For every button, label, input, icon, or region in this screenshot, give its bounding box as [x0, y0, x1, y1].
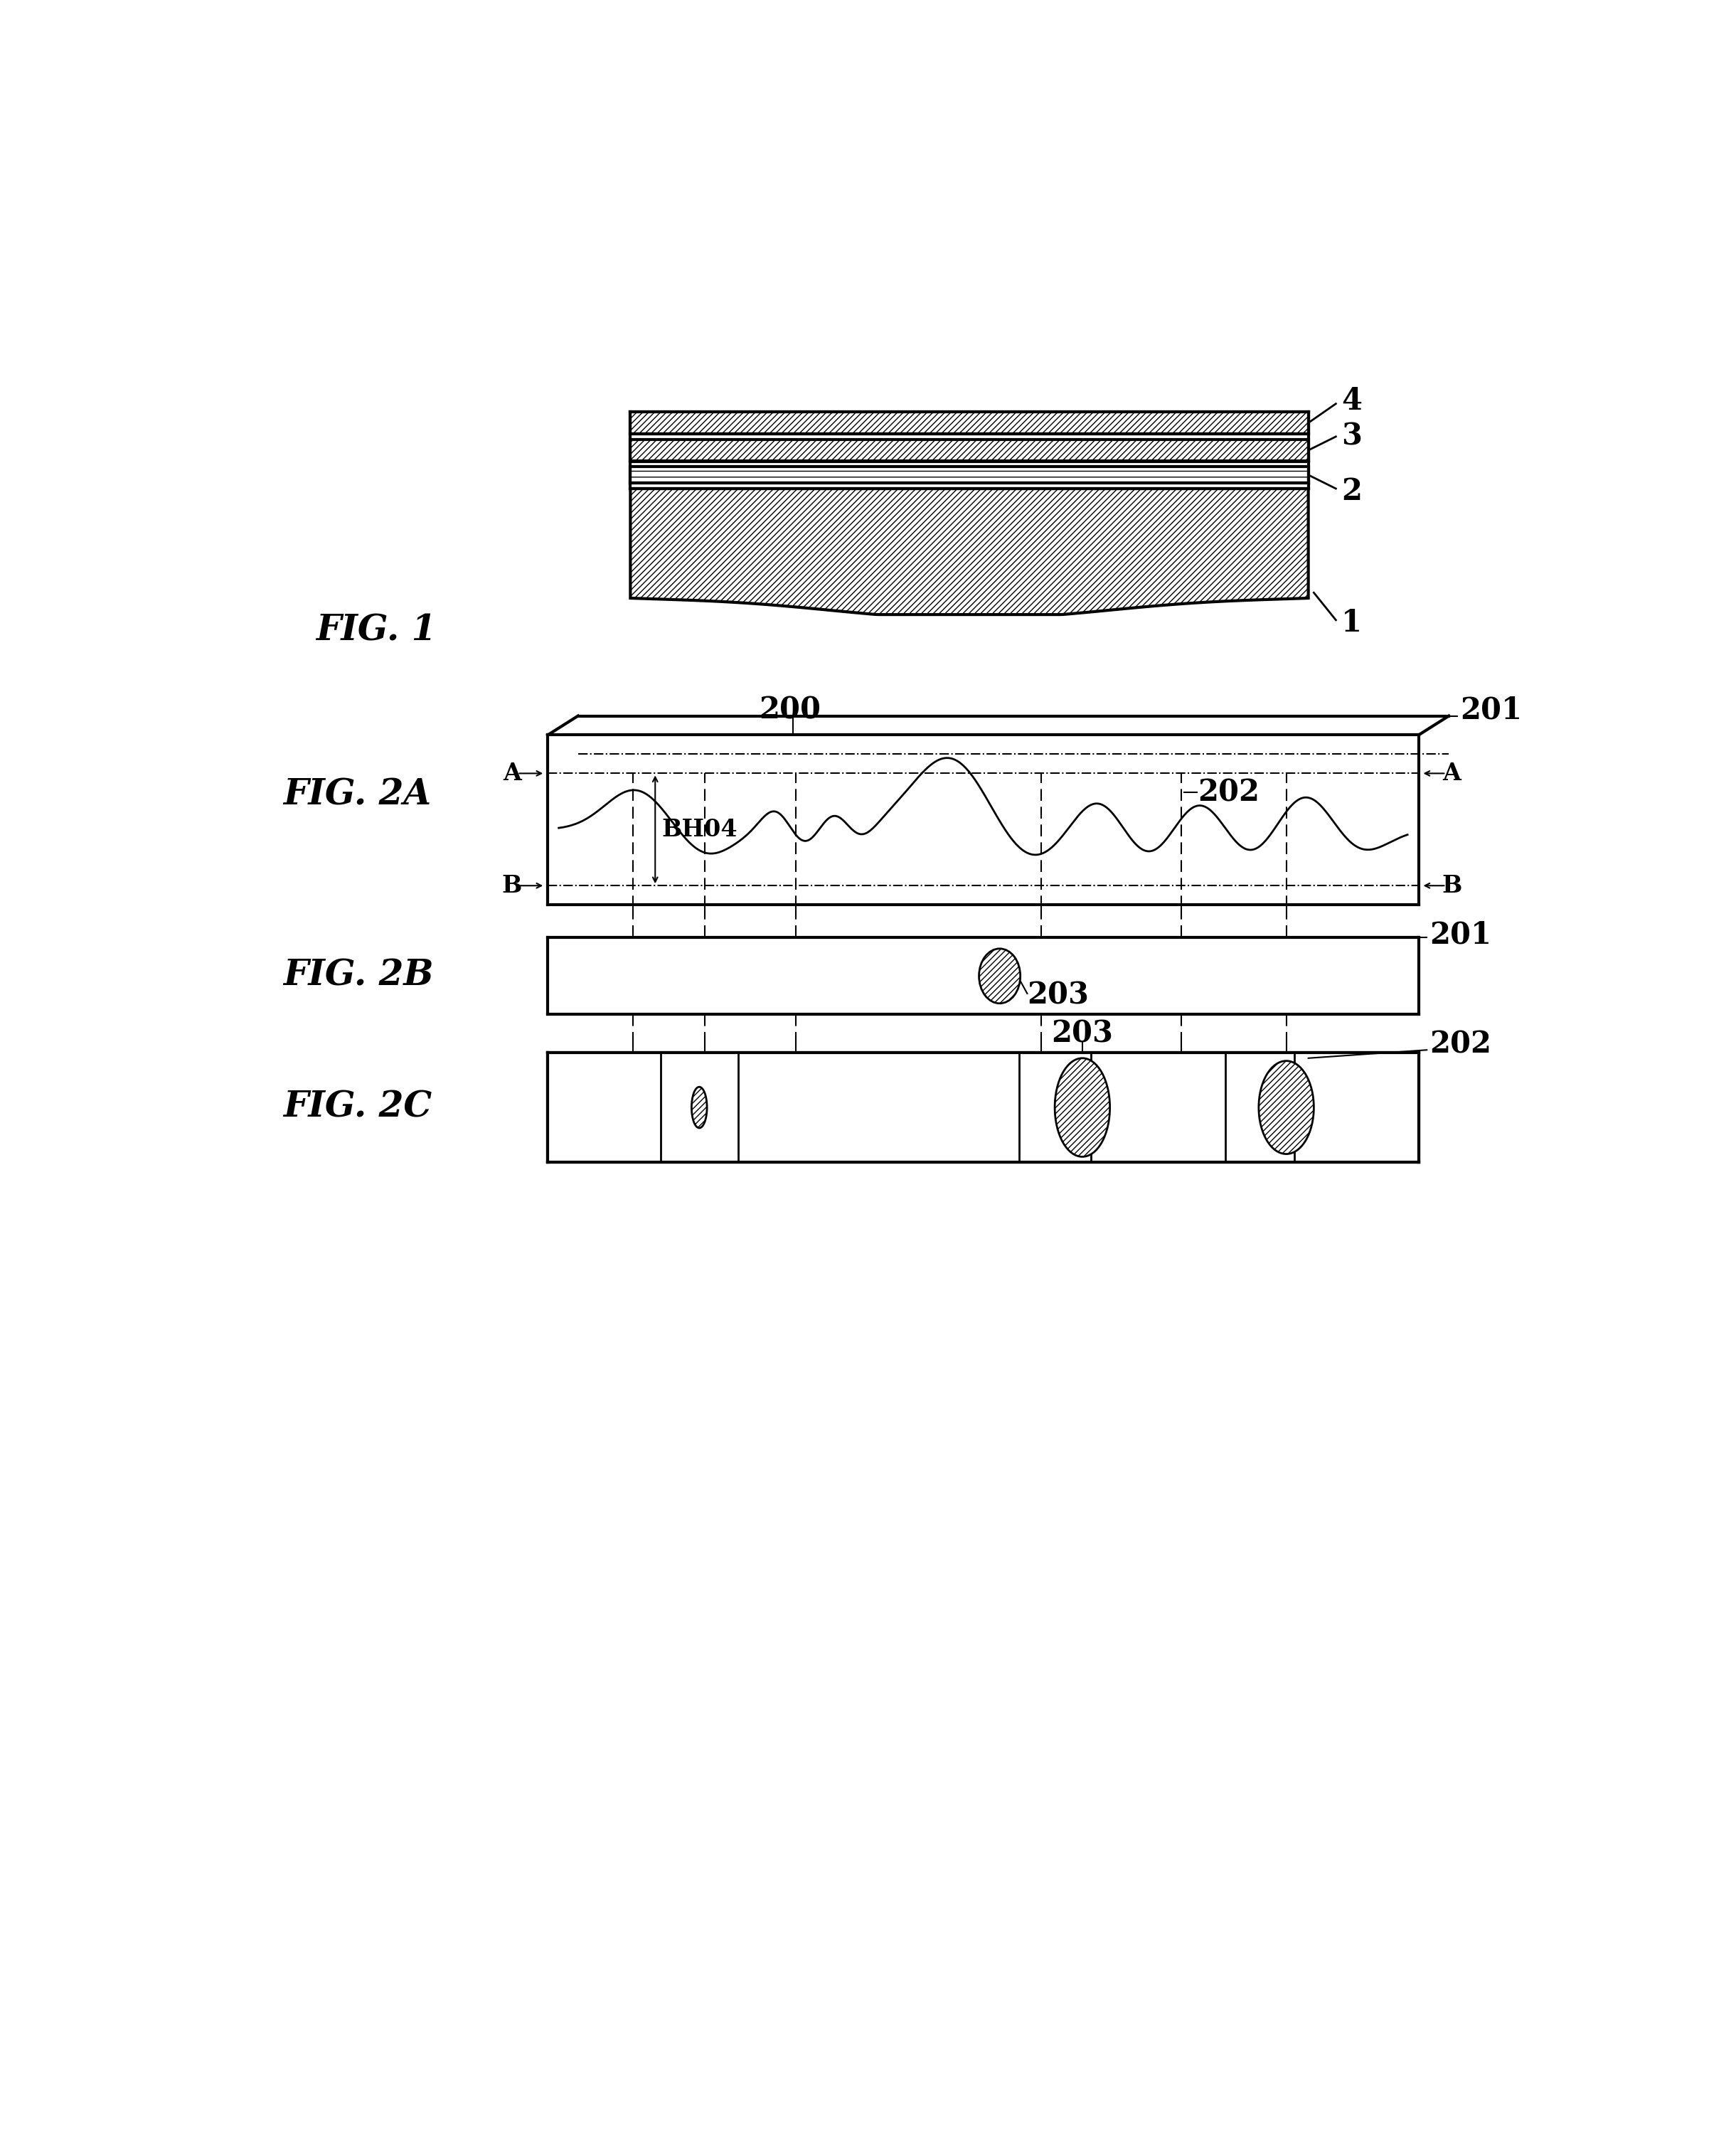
- Text: 202: 202: [1429, 1030, 1491, 1060]
- Ellipse shape: [1055, 1058, 1109, 1157]
- Text: 203: 203: [1028, 981, 1088, 1011]
- Text: 201: 201: [1460, 696, 1522, 726]
- Text: 1: 1: [1342, 608, 1363, 638]
- Text: A: A: [1443, 761, 1460, 784]
- Text: FIG. 1: FIG. 1: [316, 614, 437, 649]
- Text: FIG. 2C: FIG. 2C: [283, 1090, 432, 1125]
- Ellipse shape: [979, 948, 1021, 1004]
- Text: 2: 2: [1342, 476, 1363, 506]
- Text: 203: 203: [1052, 1019, 1113, 1049]
- Text: 3: 3: [1342, 422, 1363, 453]
- Bar: [1019, 1052, 1090, 1162]
- Bar: [630, 468, 1309, 483]
- Text: 201: 201: [1429, 920, 1491, 950]
- Bar: [630, 440, 1309, 461]
- Ellipse shape: [691, 1086, 707, 1127]
- Text: A: A: [503, 761, 521, 784]
- Bar: [547, 735, 1418, 905]
- Ellipse shape: [1259, 1060, 1314, 1153]
- Text: 4: 4: [1342, 386, 1363, 416]
- Text: BH04: BH04: [661, 817, 738, 840]
- Bar: [630, 412, 1309, 433]
- Bar: [547, 1052, 1418, 1162]
- Bar: [1226, 1052, 1295, 1162]
- Polygon shape: [630, 489, 1309, 614]
- Text: B: B: [502, 875, 523, 896]
- Text: 200: 200: [759, 696, 821, 726]
- Text: B: B: [1441, 875, 1462, 896]
- Text: 202: 202: [1198, 778, 1260, 808]
- Text: FIG. 2B: FIG. 2B: [283, 959, 434, 993]
- Bar: [661, 1052, 738, 1162]
- Text: FIG. 2A: FIG. 2A: [283, 778, 431, 812]
